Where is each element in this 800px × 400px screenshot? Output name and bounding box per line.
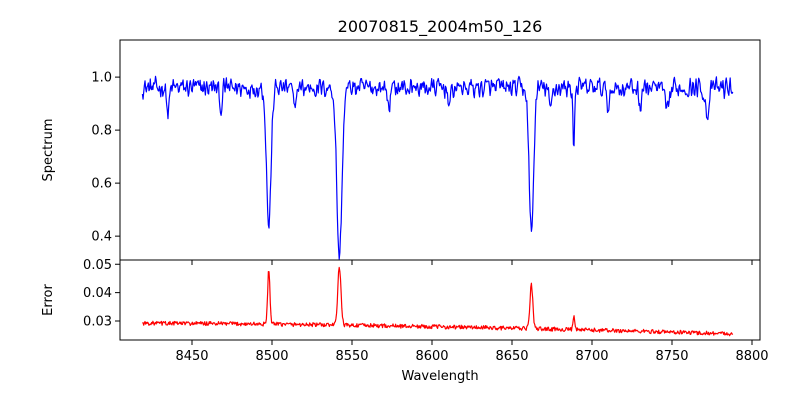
error-axes-frame xyxy=(119,259,761,341)
spectrum-y-tick-label: 0.4 xyxy=(91,230,112,245)
chart-title: 20070815_2004m50_126 xyxy=(338,17,543,37)
error-y-tick-label: 0.04 xyxy=(83,286,112,301)
spectrum-y-label: Spectrum xyxy=(41,119,56,182)
error-x-axis: 8450 8500 8550 8600 8650 8700 8750 8800 xyxy=(175,340,769,364)
spectrum-y-tick-label: 0.8 xyxy=(91,124,112,139)
error-y-tick-label: 0.05 xyxy=(83,258,112,273)
spectrum-series xyxy=(141,75,734,260)
error-x-tick-label: 8750 xyxy=(655,349,688,364)
error-x-tick-label: 8650 xyxy=(495,349,528,364)
error-x-tick-label: 8450 xyxy=(175,349,208,364)
x-axis-label: Wavelength xyxy=(401,369,478,384)
error-y-tick-label: 0.03 xyxy=(83,314,112,329)
error-series xyxy=(142,266,734,337)
spectrum-y-axis: 0.4 0.6 0.8 1.0 xyxy=(91,71,120,245)
error-x-tick-label: 8700 xyxy=(575,349,608,364)
error-panel: 0.03 0.04 0.05 8450 8500 8550 8600 8650 8700 875… xyxy=(41,258,769,384)
error-line xyxy=(142,266,734,337)
spectrum-line xyxy=(141,75,734,260)
spectrum-y-tick-label: 0.6 xyxy=(91,177,112,192)
error-y-axis: 0.03 0.04 0.05 xyxy=(83,258,120,329)
spectrum-panel: 20070815_2004m50_126 0.4 0.6 0.8 1.0 Spectr… xyxy=(41,17,761,265)
error-x-tick-label: 8550 xyxy=(335,349,368,364)
error-y-label: Error xyxy=(41,284,56,316)
spectrum-y-tick-label: 1.0 xyxy=(91,71,112,86)
error-x-tick-label: 8800 xyxy=(735,349,768,364)
error-x-tick-label: 8500 xyxy=(255,349,288,364)
spectrum-x-axis xyxy=(191,260,753,265)
error-x-tick-label: 8600 xyxy=(415,349,448,364)
